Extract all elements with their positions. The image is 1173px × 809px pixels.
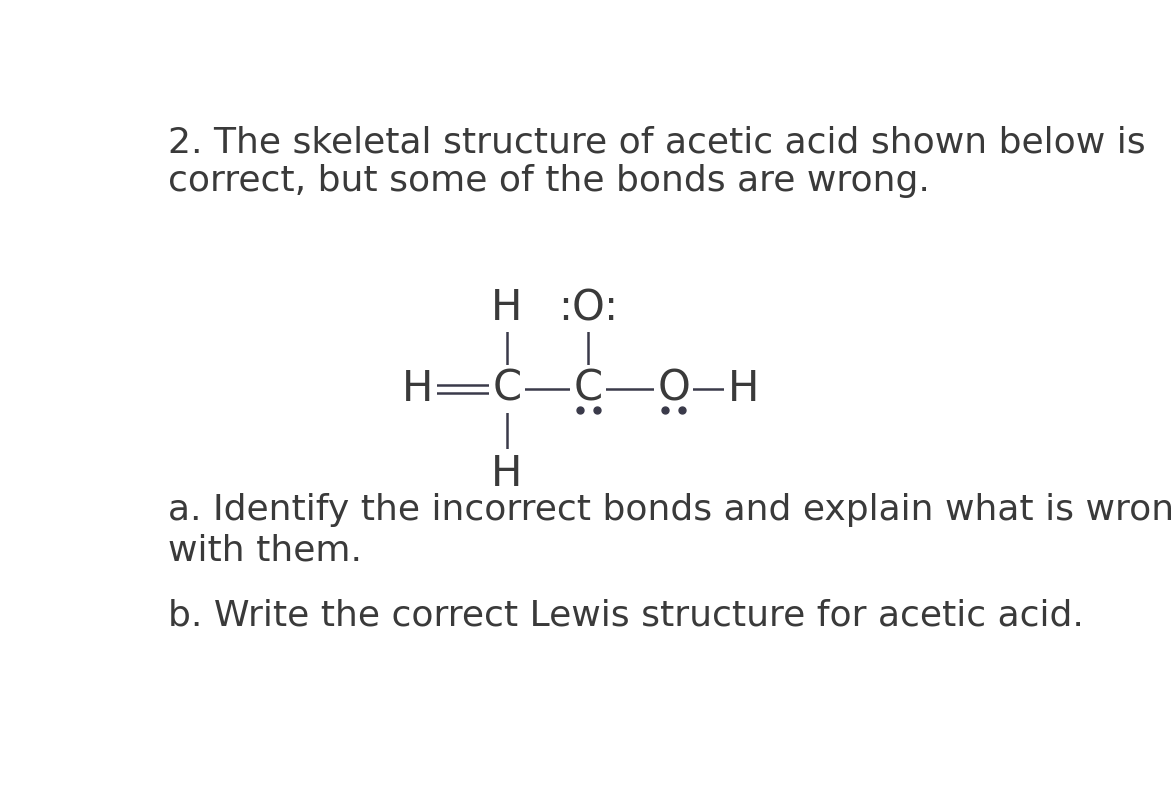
Text: H: H (402, 368, 434, 410)
Text: H: H (491, 452, 523, 494)
Text: b. Write the correct Lewis structure for acetic acid.: b. Write the correct Lewis structure for… (168, 599, 1084, 633)
Text: C: C (493, 368, 522, 410)
Text: H: H (727, 368, 759, 410)
Text: O: O (657, 368, 690, 410)
Text: with them.: with them. (168, 534, 362, 568)
Text: correct, but some of the bonds are wrong.: correct, but some of the bonds are wrong… (168, 164, 930, 198)
Text: H: H (491, 287, 523, 329)
Text: :O:: :O: (558, 287, 618, 329)
Text: C: C (574, 368, 603, 410)
Text: a. Identify the incorrect bonds and explain what is wrong: a. Identify the incorrect bonds and expl… (168, 493, 1173, 527)
Text: 2. The skeletal structure of acetic acid shown below is: 2. The skeletal structure of acetic acid… (168, 125, 1146, 159)
